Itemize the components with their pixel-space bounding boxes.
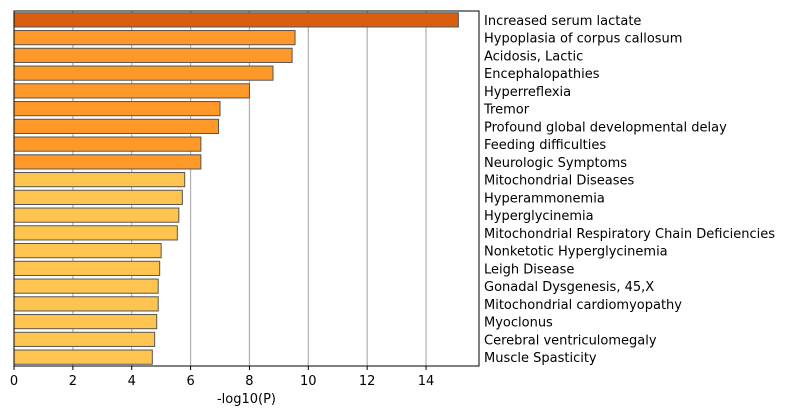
bar: [13, 296, 159, 312]
plot-frame: [13, 10, 480, 367]
category-label: Muscle Spasticity: [484, 351, 597, 366]
category-label: Hyperreflexia: [484, 85, 571, 100]
bar: [13, 118, 220, 134]
bar: [13, 314, 158, 330]
bar: [13, 331, 156, 347]
category-label: Mitochondrial cardiomyopathy: [484, 298, 682, 313]
bar: [13, 243, 162, 259]
category-label: Profound global developmental delay: [484, 120, 727, 135]
x-tick-label: 0: [10, 374, 18, 389]
bar: [13, 349, 153, 365]
bar: [13, 136, 202, 152]
bar: [13, 47, 293, 63]
x-tick-label: 8: [245, 374, 253, 389]
bar: [13, 172, 186, 188]
bar: [13, 278, 159, 294]
bar: [13, 101, 221, 117]
x-axis-title: -log10(P): [217, 392, 276, 407]
bar: [13, 189, 183, 205]
category-label: Tremor: [483, 103, 530, 118]
category-label: Gonadal Dysgenesis, 45,X: [484, 280, 654, 295]
bar: [13, 154, 202, 170]
bar: [13, 225, 178, 241]
x-tick-label: 4: [128, 374, 136, 389]
category-label: Increased serum lactate: [484, 14, 641, 29]
x-tick-label: 6: [186, 374, 194, 389]
category-label: Hyperglycinemia: [484, 209, 594, 224]
category-label: Hypoplasia of corpus callosum: [484, 32, 682, 47]
x-tick-label: 10: [300, 374, 317, 389]
bar: [13, 12, 459, 28]
category-label: Hyperammonemia: [484, 191, 605, 206]
grid-lines: [72, 11, 427, 366]
category-label: Myoclonus: [484, 316, 553, 331]
category-label: Cerebral ventriculomegaly: [484, 333, 657, 348]
x-tick-label: 12: [359, 374, 376, 389]
category-label: Encephalopathies: [484, 67, 600, 82]
bar: [13, 30, 296, 46]
bar: [13, 83, 250, 99]
category-label: Mitochondrial Diseases: [484, 174, 635, 189]
category-labels: Increased serum lactate Hypoplasia of cor…: [483, 14, 775, 366]
category-label: Nonketotic Hyperglycinemia: [484, 245, 668, 260]
x-tick-label: 2: [69, 374, 77, 389]
bar: [13, 65, 274, 81]
x-tick-label: 14: [418, 374, 435, 389]
category-label: Leigh Disease: [484, 262, 574, 277]
bar: [13, 260, 161, 276]
x-axis-ticks: 0 2 4 6 8 10 12 14: [10, 366, 434, 389]
category-label: Feeding difficulties: [484, 138, 606, 153]
category-label: Mitochondrial Respiratory Chain Deficien…: [484, 227, 775, 242]
category-label: Acidosis, Lactic: [484, 49, 583, 64]
bar: [13, 207, 180, 223]
category-label: Neurologic Symptoms: [484, 156, 627, 171]
bars: [13, 12, 459, 365]
